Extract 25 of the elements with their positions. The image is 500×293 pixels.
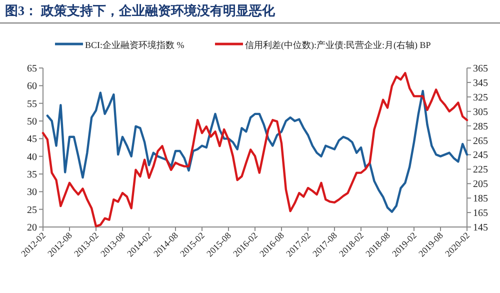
- legend-label: BCI:企业融资环境指数 %: [85, 40, 185, 50]
- y-tick-label: 30: [27, 187, 37, 198]
- y2-tick-label: 145: [473, 222, 488, 234]
- y-tick-label: 20: [27, 222, 37, 234]
- y-tick-label: 40: [27, 152, 37, 163]
- chart-title: 图3： 政策支持下，企业融资环境没有明显恶化: [5, 3, 276, 18]
- y-tick-label: 35: [27, 170, 37, 180]
- y-tick-label: 55: [27, 98, 37, 110]
- y2-tick-label: 245: [473, 150, 488, 162]
- y-tick-label: 50: [27, 116, 37, 128]
- y2-tick-label: 325: [473, 92, 488, 104]
- y2-tick-label: 345: [473, 78, 488, 89]
- y2-tick-label: 305: [473, 106, 488, 118]
- y-tick-label: 60: [27, 81, 37, 92]
- y2-tick-label: 165: [473, 208, 488, 220]
- y2-tick-label: 265: [473, 136, 488, 147]
- y-tick-label: 65: [27, 64, 37, 74]
- y-tick-label: 45: [27, 134, 37, 146]
- legend-label: 信用利差(中位数):产业债:民营企业:月(右轴) BP: [245, 40, 431, 50]
- y2-tick-label: 205: [473, 179, 488, 190]
- y2-tick-label: 285: [473, 121, 488, 132]
- y2-tick-label: 225: [473, 164, 488, 176]
- y-tick-label: 25: [27, 204, 37, 216]
- y2-tick-label: 185: [473, 194, 488, 205]
- y2-tick-label: 365: [473, 64, 488, 74]
